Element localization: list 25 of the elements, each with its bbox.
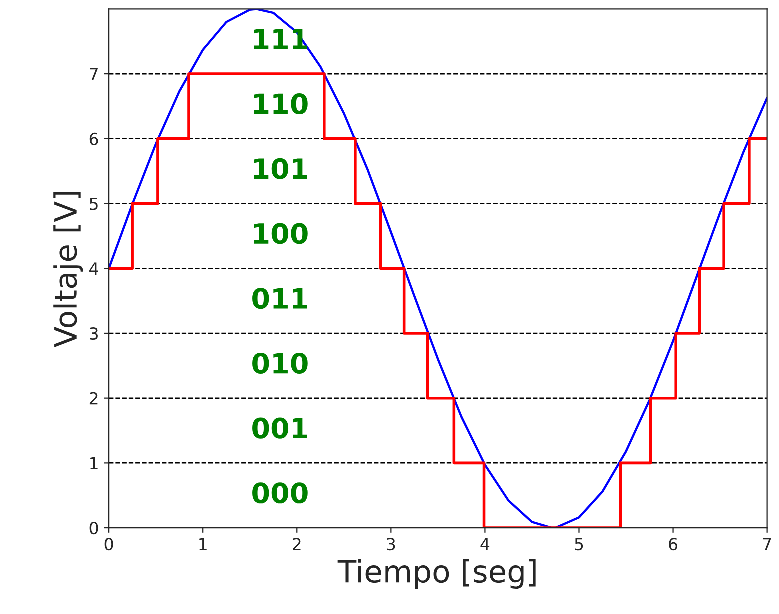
- x-tick-label: 1: [200, 538, 207, 550]
- x-tick-label: 7: [763, 538, 772, 550]
- y-tick-label: 2: [90, 392, 98, 405]
- x-tick-label: 4: [480, 538, 490, 550]
- annotation: 110: [254, 94, 308, 115]
- annotation: 101: [254, 158, 308, 180]
- y-tick-label: 3: [90, 327, 98, 340]
- annotation: 001: [252, 418, 308, 439]
- y-axis-title: Voltaje [V]: [54, 192, 84, 348]
- y-tick-label: 7: [90, 68, 98, 80]
- y-tick-label: 0: [90, 522, 98, 535]
- annotation: 011: [252, 288, 308, 310]
- x-tick-label: 0: [104, 538, 114, 551]
- annotation: 010: [252, 352, 308, 374]
- annotation: 100: [254, 223, 308, 244]
- y-tick-label: 5: [90, 198, 98, 210]
- annotation: 000: [252, 482, 308, 504]
- x-tick-label: 6: [669, 538, 678, 551]
- y-tick-label: 1: [90, 457, 98, 470]
- x-axis-title: Tiempo [seg]: [338, 559, 536, 590]
- x-tick-label: 2: [293, 538, 301, 550]
- y-tick-label: 6: [90, 132, 98, 146]
- x-tick-label: 3: [387, 538, 396, 551]
- x-tick-label: 5: [575, 538, 584, 551]
- y-tick-label: 4: [90, 262, 98, 275]
